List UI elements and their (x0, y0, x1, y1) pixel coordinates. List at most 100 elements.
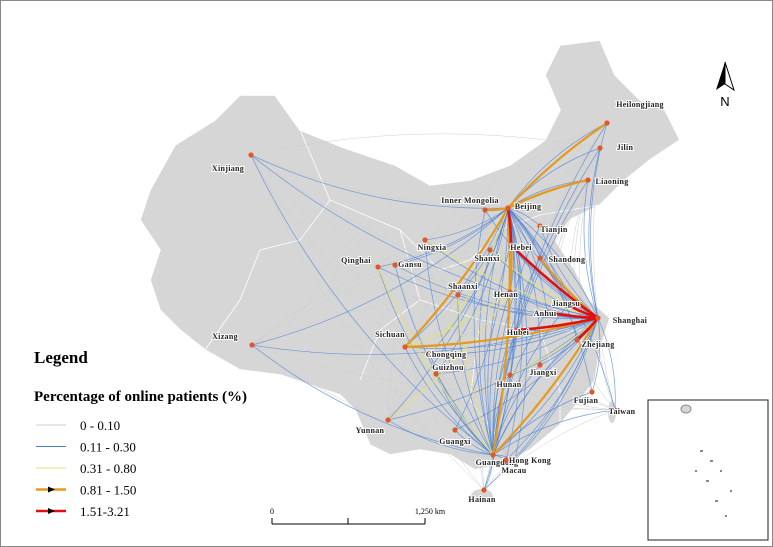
place-label: Heilongjiang (616, 100, 664, 109)
flow-line (492, 329, 518, 456)
place-label: Qinghai (341, 256, 371, 265)
place-dot (514, 327, 520, 333)
flow-line (404, 291, 511, 348)
flow-line (505, 122, 608, 461)
flow-line (576, 339, 593, 393)
flow-line (588, 147, 601, 319)
place-dot (503, 457, 509, 463)
inset-island (680, 404, 692, 414)
place-dot (589, 389, 595, 395)
flow-line (424, 239, 518, 331)
flow-line (394, 264, 578, 341)
flow-line (597, 317, 616, 411)
flow-line (507, 207, 616, 411)
place-label: Tianjin (540, 225, 568, 234)
flow-line (435, 363, 541, 375)
place-label: Jiangxi (530, 368, 557, 377)
flow-line (435, 317, 599, 375)
flow-line (507, 207, 541, 366)
flow-line (250, 154, 485, 491)
place-dot (427, 351, 433, 357)
flow-line (579, 179, 593, 393)
flow-line (489, 291, 511, 456)
flow-line (387, 317, 599, 421)
place-dot (402, 344, 408, 350)
legend-subtitle: Percentage of online patients (%) (34, 389, 247, 405)
flow-line (492, 409, 616, 456)
island-hainan (471, 489, 493, 503)
flow-line (250, 133, 601, 156)
flow-line (377, 266, 569, 306)
place-dot (508, 242, 514, 248)
flow-line (583, 179, 599, 319)
place-dot (392, 262, 398, 268)
place-dot (481, 487, 487, 493)
place-dot (422, 237, 428, 243)
place-label: Sichuan (375, 330, 405, 339)
place-label: Hong Kong (509, 456, 551, 465)
place-dot (455, 292, 461, 298)
flow-line (404, 346, 494, 456)
place-dot (537, 255, 543, 261)
flow-line (506, 207, 513, 246)
flow-line (404, 317, 599, 349)
flow-line (507, 207, 593, 393)
place-dot (537, 362, 543, 368)
legend-label: 0 - 0.10 (80, 418, 120, 433)
place-label: Fujian (574, 396, 599, 405)
flow-line (377, 266, 406, 348)
flow-line (457, 294, 616, 411)
flow-line (457, 294, 494, 456)
place-label: Guangxi (439, 437, 471, 446)
flow-line (457, 294, 569, 307)
place-label: Shanghai (613, 316, 648, 325)
place-dot (595, 315, 601, 321)
flow-line (250, 154, 509, 209)
place-dot (490, 452, 496, 458)
flow-line (250, 154, 599, 319)
legend-label: 1.51-3.21 (80, 504, 130, 519)
flow-line (454, 244, 512, 431)
legend-arrow (48, 486, 55, 493)
place-label: Jiangsu (552, 299, 581, 308)
place-label: Hubei (507, 328, 530, 337)
place-label: Zhejiang (581, 340, 614, 349)
flow-line (597, 317, 616, 411)
flow-line (514, 317, 599, 461)
flow-line (251, 207, 509, 346)
flow-line (539, 257, 548, 313)
legend-arrow (48, 508, 55, 514)
flow-line (507, 207, 569, 306)
flow-line (251, 317, 599, 355)
flow-line (492, 304, 569, 456)
flow-line (507, 207, 599, 319)
flow-line (483, 409, 616, 491)
place-dot (597, 145, 603, 151)
flow-line (387, 239, 426, 421)
place-dot (604, 120, 610, 126)
flow-line (573, 179, 589, 341)
place-label: Inner Mongolia (441, 196, 499, 205)
flow-line (404, 346, 485, 491)
flow-line (404, 207, 509, 348)
flow-line (424, 122, 608, 241)
flow-line (492, 179, 589, 456)
flow-line (377, 266, 494, 456)
flow-line (498, 207, 516, 461)
place-label: Shandong (549, 255, 586, 264)
place-label: Anhui (534, 309, 557, 318)
flow-line (251, 344, 494, 456)
flow-line (507, 207, 521, 331)
flow-line (591, 317, 601, 393)
flow-line (483, 364, 541, 491)
place-dot (248, 152, 254, 158)
place-label: Hainan (468, 495, 495, 504)
flow-line (492, 207, 517, 456)
place-label: Henan (494, 290, 518, 299)
legend-label: 0.81 - 1.50 (80, 483, 136, 498)
flow-line (510, 147, 601, 246)
place-dot (507, 289, 513, 295)
flow-line (507, 122, 608, 209)
legend-label: 0.31 - 0.80 (80, 461, 136, 476)
place-dot (507, 372, 513, 378)
